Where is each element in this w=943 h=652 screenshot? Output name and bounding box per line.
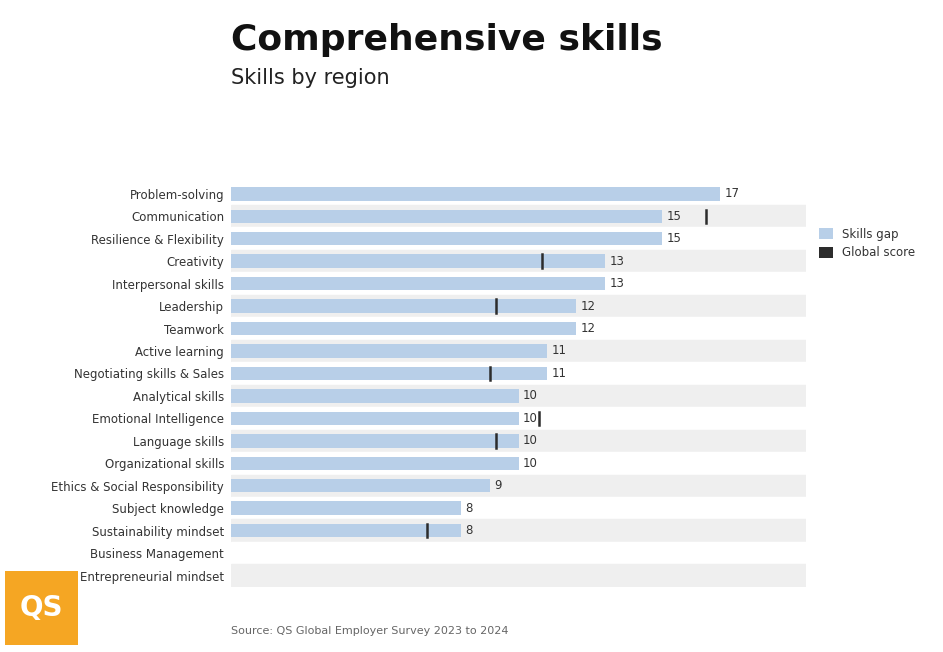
Bar — [231, 430, 806, 452]
Text: 13: 13 — [609, 255, 624, 268]
Text: 12: 12 — [581, 299, 595, 312]
Bar — [231, 228, 806, 250]
Text: 15: 15 — [667, 210, 682, 223]
Legend: Skills gap, Global score: Skills gap, Global score — [819, 228, 916, 259]
Text: 10: 10 — [523, 389, 538, 402]
Bar — [231, 452, 806, 475]
Bar — [231, 542, 806, 565]
Bar — [231, 232, 662, 245]
Text: 10: 10 — [523, 412, 538, 425]
Bar — [231, 183, 806, 205]
Bar — [231, 389, 519, 403]
Text: 13: 13 — [609, 277, 624, 290]
Bar — [231, 501, 461, 515]
Bar — [231, 250, 806, 273]
Bar — [231, 479, 490, 492]
Bar — [231, 209, 662, 223]
Bar — [231, 273, 806, 295]
Bar — [231, 295, 806, 318]
Text: 10: 10 — [523, 434, 538, 447]
Bar — [231, 366, 548, 380]
FancyBboxPatch shape — [5, 570, 78, 645]
Text: 11: 11 — [552, 367, 567, 380]
Bar — [231, 340, 806, 363]
Bar — [231, 277, 605, 290]
Bar — [231, 434, 519, 447]
Bar — [231, 187, 720, 201]
Bar — [231, 299, 576, 313]
Bar — [231, 344, 548, 358]
Text: 15: 15 — [667, 232, 682, 245]
Text: Source: QS Global Employer Survey 2023 to 2024: Source: QS Global Employer Survey 2023 t… — [231, 626, 508, 636]
Bar — [231, 363, 806, 385]
Text: 8: 8 — [466, 524, 472, 537]
Text: QS: QS — [20, 594, 63, 622]
Bar — [231, 524, 461, 537]
Bar — [231, 254, 605, 268]
Text: 11: 11 — [552, 344, 567, 357]
Bar — [231, 407, 806, 430]
Text: Comprehensive skills: Comprehensive skills — [231, 23, 663, 57]
Bar — [231, 475, 806, 497]
Text: Skills by region: Skills by region — [231, 68, 389, 89]
Text: 12: 12 — [581, 322, 595, 335]
Text: 10: 10 — [523, 457, 538, 470]
Bar — [231, 565, 806, 587]
Text: 8: 8 — [466, 501, 472, 514]
Text: 17: 17 — [724, 187, 739, 200]
Bar — [231, 497, 806, 520]
Text: 9: 9 — [494, 479, 502, 492]
Bar — [231, 456, 519, 470]
Bar — [231, 205, 806, 228]
Bar — [231, 411, 519, 425]
Bar — [231, 520, 806, 542]
Bar — [231, 318, 806, 340]
Bar — [231, 385, 806, 407]
Bar — [231, 322, 576, 335]
